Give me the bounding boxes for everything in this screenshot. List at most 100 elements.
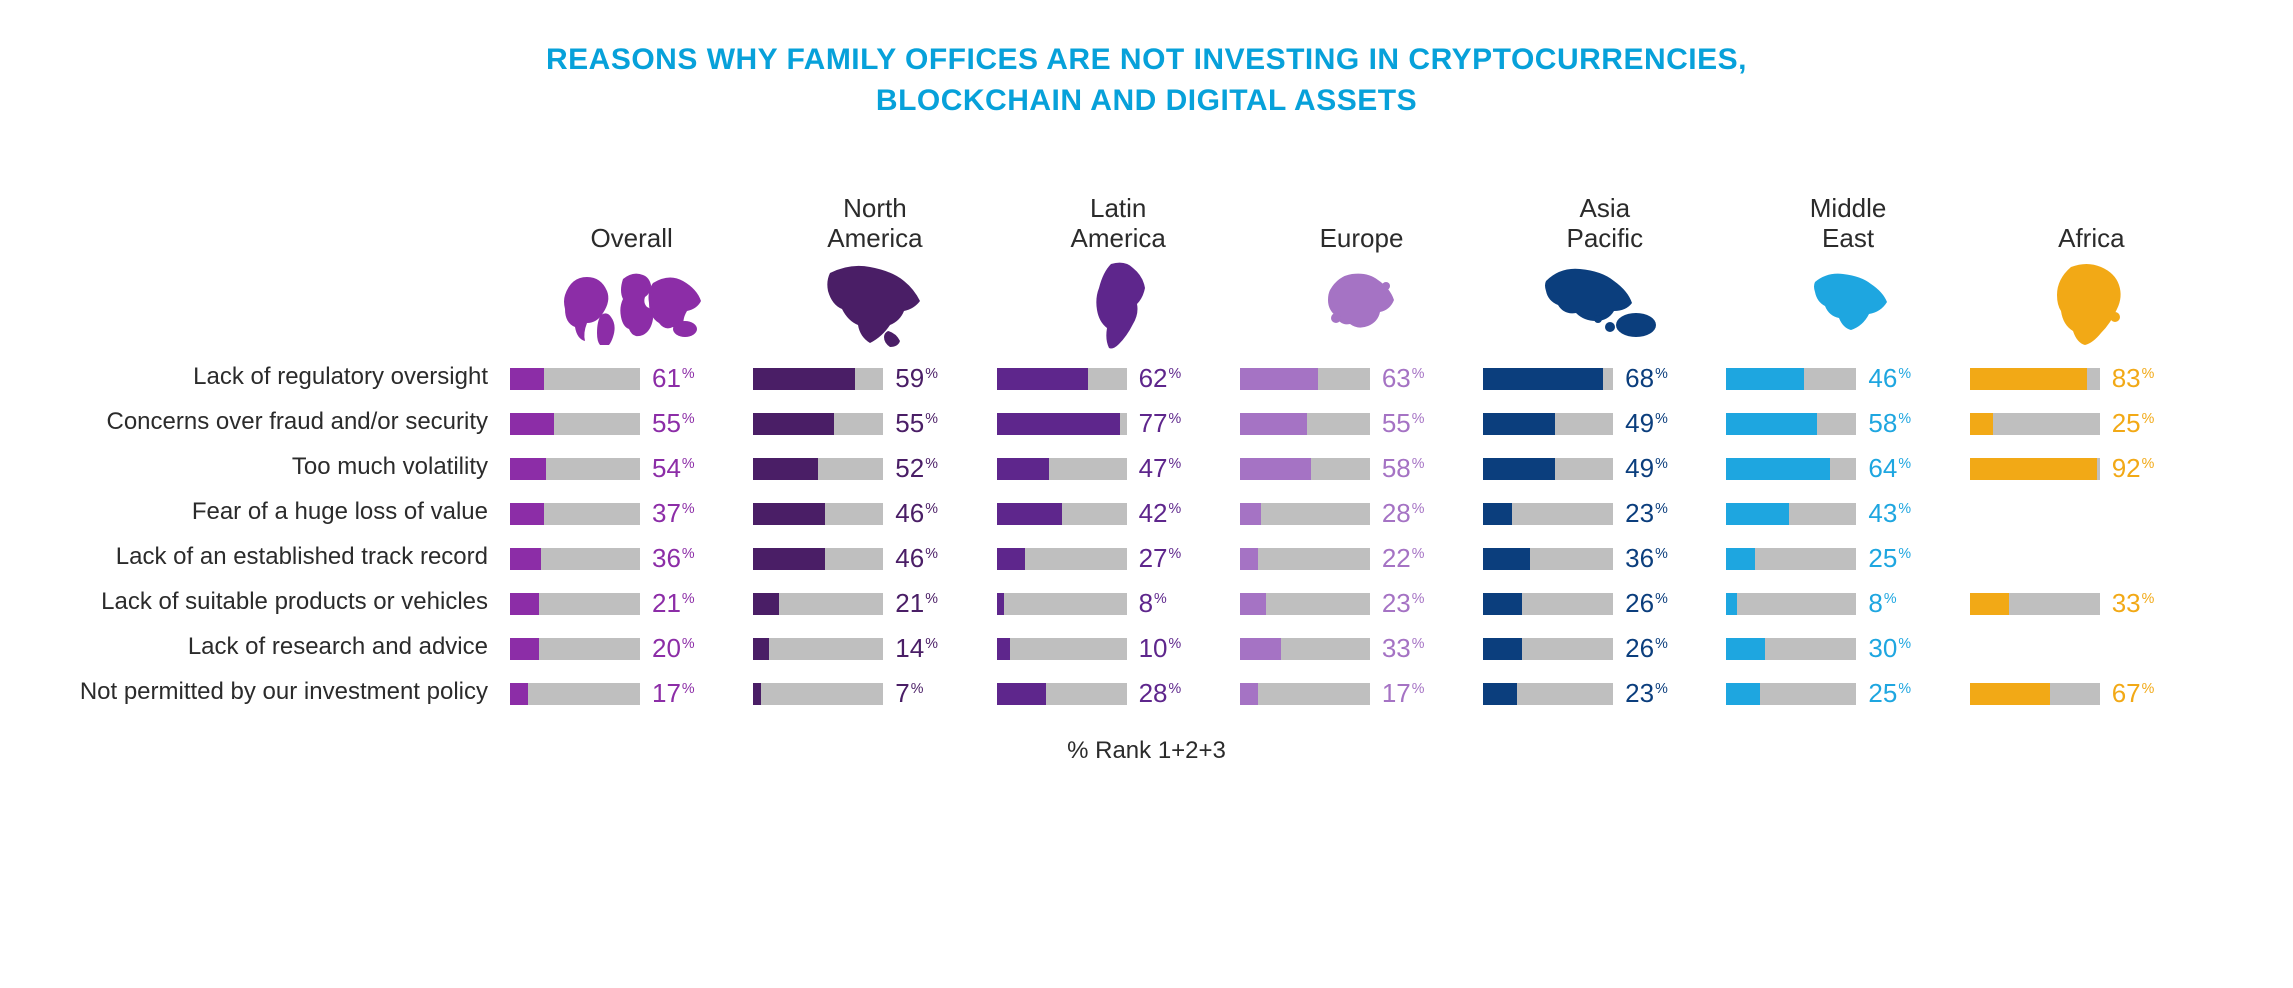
data-cell: 46% [753,543,996,574]
bar-fill [1240,593,1266,615]
pct-value: 77% [1139,408,1182,439]
bar-track [510,683,640,705]
pct-value: 14% [895,633,938,664]
bar-track [1726,503,1856,525]
data-cell: 46% [1726,363,1969,394]
bar-track [753,683,883,705]
bar-fill [997,638,1010,660]
bar-track [997,593,1127,615]
pct-value: 92% [2112,453,2155,484]
bar-track [1483,638,1613,660]
na-map-icon [753,261,996,349]
bar-track [510,593,640,615]
pct-value: 43% [1868,498,1911,529]
bar-track [753,593,883,615]
data-cell: 8% [997,588,1240,619]
bar-track [510,638,640,660]
bar-fill [1240,548,1258,570]
bar-fill [1483,413,1555,435]
data-cell: 10% [997,633,1240,664]
me-map-icon [1726,261,1969,349]
bar-track [510,368,640,390]
pct-value: 62% [1139,363,1182,394]
region-label-europe: Europe [1240,191,1483,253]
data-cell: 83% [1970,363,2213,394]
data-cell: 36% [510,543,753,574]
bar-fill [1483,458,1555,480]
header-blank [80,191,510,349]
bar-fill [1483,683,1517,705]
bar-track [1726,458,1856,480]
data-cell: 26% [1483,588,1726,619]
bar-track [1483,503,1613,525]
data-cell: 64% [1726,453,1969,484]
bar-fill [997,413,1121,435]
data-cell: 30% [1726,633,1969,664]
pct-value: 36% [1625,543,1668,574]
pct-value: 21% [895,588,938,619]
bar-fill [1483,548,1530,570]
bar-fill [510,548,541,570]
row-label: Lack of regulatory oversight [80,363,510,391]
pct-value: 17% [652,678,695,709]
data-cell [1970,498,2213,529]
data-cell: 28% [1240,498,1483,529]
bar-track [997,413,1127,435]
pct-value: 20% [652,633,695,664]
row-label: Lack of suitable products or vehicles [80,588,510,616]
row-label: Concerns over fraud and/or security [80,408,510,436]
chart-footer-label: % Rank 1+2+3 [80,737,2213,765]
pct-value: 25% [2112,408,2155,439]
bar-fill [1726,593,1736,615]
pct-value: 64% [1868,453,1911,484]
bar-track [1970,683,2100,705]
data-cell: 52% [753,453,996,484]
pct-value: 68% [1625,363,1668,394]
bar-fill [753,503,825,525]
pct-value: 52% [895,453,938,484]
bar-fill [510,638,539,660]
pct-value: 42% [1139,498,1182,529]
bar-track [997,638,1127,660]
bar-track [997,548,1127,570]
pct-value: 49% [1625,453,1668,484]
pct-value: 55% [1382,408,1425,439]
data-cell: 37% [510,498,753,529]
pct-value: 7% [895,678,923,709]
pct-value: 17% [1382,678,1425,709]
chart-grid: Overall NorthAmerica LatinAmerica Europe… [80,191,2213,709]
pct-value: 33% [1382,633,1425,664]
pct-value: 33% [2112,588,2155,619]
bar-fill [1240,368,1318,390]
bar-fill [510,683,528,705]
bar-track [753,503,883,525]
pct-value: 26% [1625,633,1668,664]
pct-value: 55% [895,408,938,439]
data-cell: 63% [1240,363,1483,394]
data-cell [1970,543,2213,574]
pct-value: 47% [1139,453,1182,484]
bar-fill [1726,458,1830,480]
data-cell: 55% [1240,408,1483,439]
bar-fill [753,458,818,480]
data-cell: 77% [997,408,1240,439]
region-label-asia_pacific: AsiaPacific [1483,191,1726,253]
pct-value: 22% [1382,543,1425,574]
bar-fill [753,683,761,705]
bar-track [1970,458,2100,480]
bar-track [1970,593,2100,615]
data-cell: 61% [510,363,753,394]
bar-fill [997,593,1005,615]
bar-fill [510,458,546,480]
bar-track [1483,593,1613,615]
bar-track [1240,368,1370,390]
data-cell: 59% [753,363,996,394]
data-cell: 21% [753,588,996,619]
bar-fill [1970,593,2009,615]
bar-track [1240,683,1370,705]
pct-value: 21% [652,588,695,619]
data-cell: 17% [1240,678,1483,709]
bar-fill [1970,458,2097,480]
data-cell: 42% [997,498,1240,529]
pct-value: 54% [652,453,695,484]
